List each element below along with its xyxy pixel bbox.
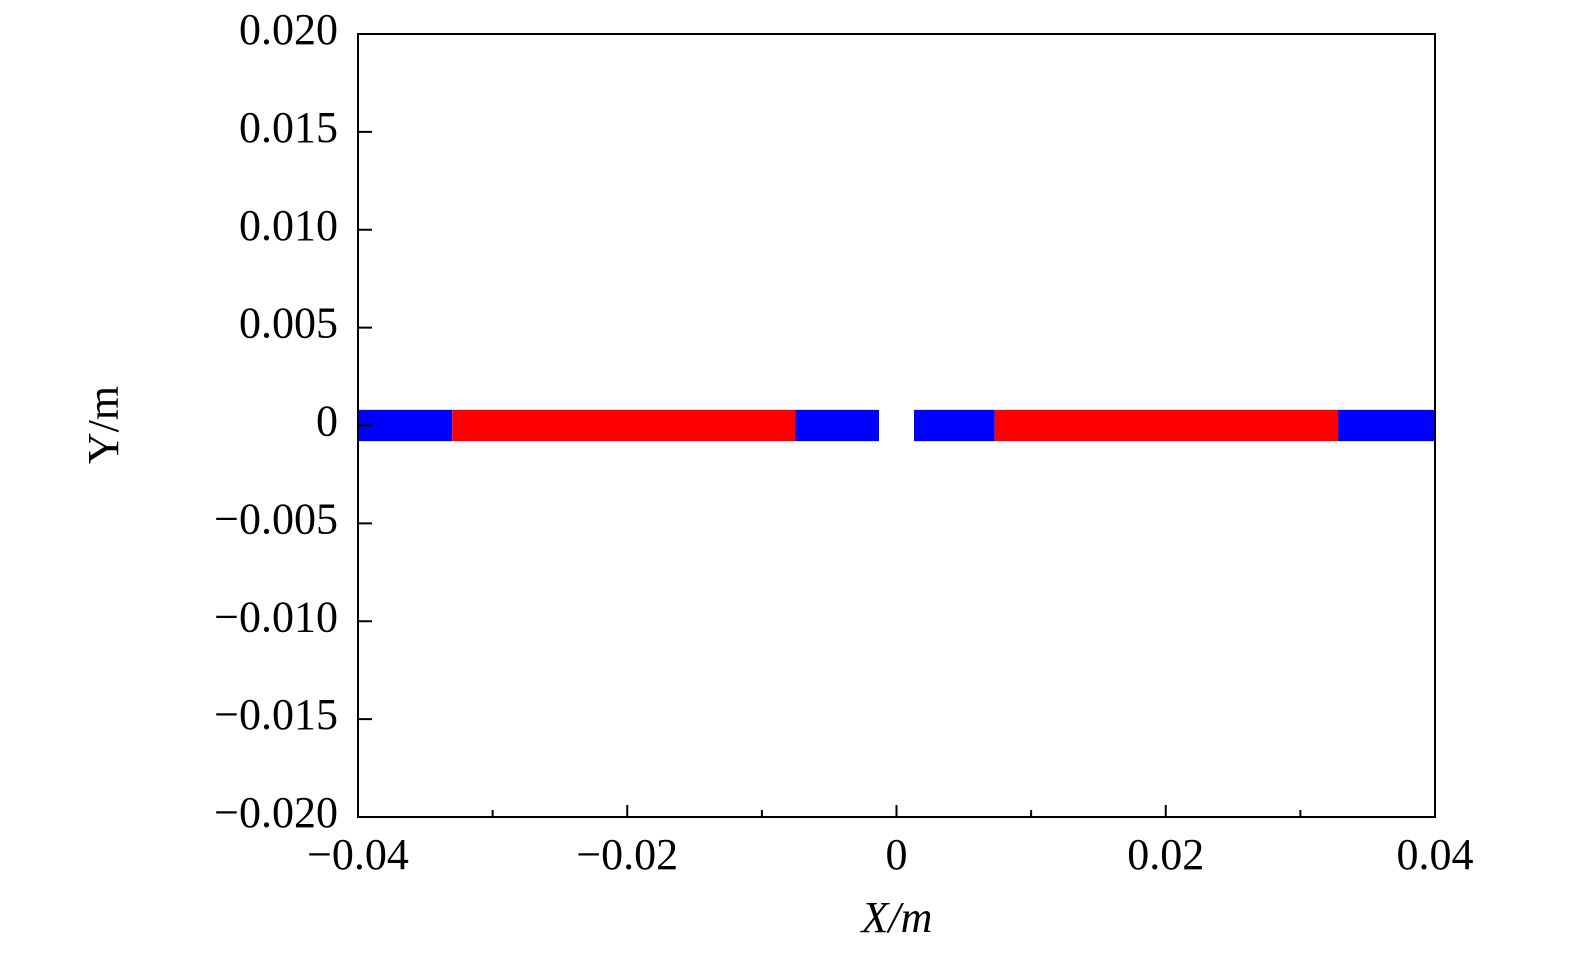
particle-band xyxy=(994,409,1339,442)
y-tick-label: −0.005 xyxy=(214,494,338,543)
y-tick-label: 0 xyxy=(316,397,338,446)
x-tick-label: −0.04 xyxy=(307,830,409,879)
particle-band xyxy=(452,409,796,442)
x-tick-label: 0.04 xyxy=(1397,830,1474,879)
y-tick-label: 0.015 xyxy=(239,103,338,152)
x-tick-label: −0.02 xyxy=(576,830,678,879)
particle-band xyxy=(914,409,995,442)
y-tick-label: 0.020 xyxy=(239,5,338,54)
x-tick-label: 0 xyxy=(886,830,908,879)
x-axis-label: X/m xyxy=(860,893,933,942)
y-tick-label: −0.020 xyxy=(214,788,338,837)
y-tick-label: −0.010 xyxy=(214,592,338,641)
particle-band xyxy=(795,409,879,442)
y-axis-label: Y/m xyxy=(79,386,128,464)
particle-band xyxy=(1338,409,1435,442)
y-tick-label: 0.005 xyxy=(239,299,338,348)
y-tick-label: 0.010 xyxy=(239,201,338,250)
particle-band xyxy=(358,409,453,442)
y-tick-label: −0.015 xyxy=(214,690,338,739)
x-tick-label: 0.02 xyxy=(1127,830,1204,879)
